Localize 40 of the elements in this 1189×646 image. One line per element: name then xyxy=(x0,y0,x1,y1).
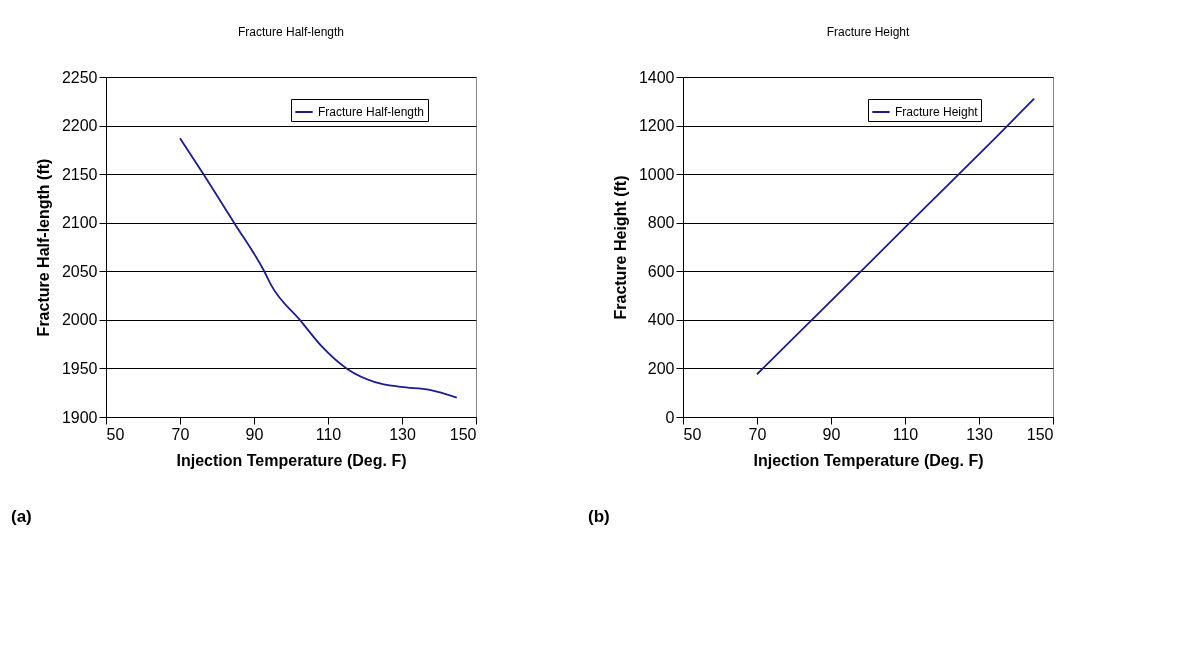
text: (a) xyxy=(11,507,32,526)
y-axis-title: Fracture Half-length (ft) xyxy=(34,158,52,337)
y-tick-label: 1200 xyxy=(638,117,675,135)
x-tick-label: 130 xyxy=(389,425,416,443)
y-tick-label: 600 xyxy=(647,262,675,280)
x-tick-label: 90 xyxy=(822,425,841,443)
y-tick-label: 2150 xyxy=(61,165,98,183)
x-tick-label: 50 xyxy=(106,425,125,443)
y-tick-label: 400 xyxy=(647,311,675,329)
chart-title: Fracture Height xyxy=(826,25,911,39)
x-axis-title: Injection Temperature (Deg. F) xyxy=(176,451,407,469)
line-series xyxy=(179,137,458,399)
legend-label: Fracture Half-length xyxy=(318,105,425,119)
y-tick-label: 2200 xyxy=(61,117,98,135)
x-axis-title: Injection Temperature (Deg. F) xyxy=(753,451,984,469)
y-tick-label: 2250 xyxy=(61,68,98,86)
text: (b) xyxy=(588,507,610,526)
x-tick-label: 150 xyxy=(449,425,477,443)
chart-title: Fracture Half-length xyxy=(237,25,345,39)
y-axis-title: Fracture Height (ft) xyxy=(611,175,629,320)
y-tick-label: 0 xyxy=(665,408,675,426)
y-tick-label: 2000 xyxy=(61,311,98,329)
x-tick-label: 70 xyxy=(748,425,767,443)
x-tick-label: 110 xyxy=(892,425,919,443)
y-tick-label: 2100 xyxy=(61,214,98,232)
line-series xyxy=(756,97,1036,376)
y-tick-label: 1900 xyxy=(61,408,98,426)
y-tick-label: 200 xyxy=(647,359,675,377)
x-tick-label: 110 xyxy=(315,425,342,443)
y-tick-label: 1000 xyxy=(638,165,675,183)
y-tick-label: 800 xyxy=(647,214,675,232)
legend-label: Fracture Height xyxy=(895,105,979,119)
x-tick-label: 150 xyxy=(1026,425,1054,443)
y-tick-label: 1400 xyxy=(638,68,675,86)
x-tick-label: 130 xyxy=(966,425,993,443)
x-tick-label: 90 xyxy=(245,425,264,443)
x-tick-label: 50 xyxy=(683,425,702,443)
y-tick-label: 1950 xyxy=(61,359,98,377)
x-tick-label: 70 xyxy=(171,425,190,443)
y-tick-label: 2050 xyxy=(61,262,98,280)
